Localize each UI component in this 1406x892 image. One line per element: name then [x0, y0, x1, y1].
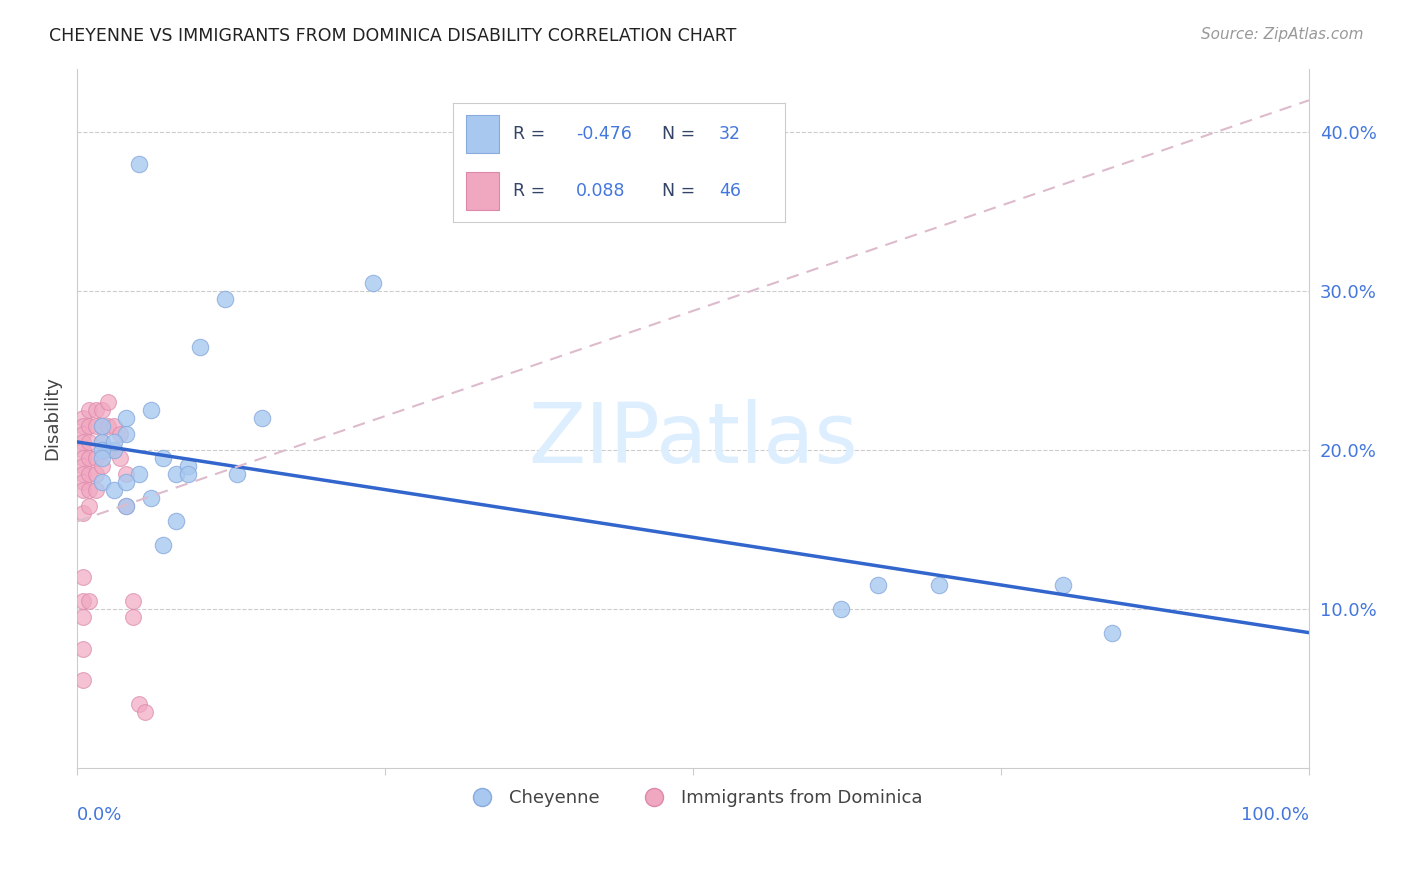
Point	[79, 483, 101, 497]
Point	[97, 442, 120, 457]
Point	[115, 499, 138, 513]
Point	[72, 475, 94, 489]
Point	[79, 403, 101, 417]
Point	[188, 340, 211, 354]
Point	[103, 442, 125, 457]
Point	[103, 434, 125, 449]
Point	[115, 411, 138, 425]
Point	[1052, 578, 1074, 592]
Point	[79, 434, 101, 449]
Point	[177, 467, 200, 481]
Point	[90, 434, 112, 449]
Point	[115, 427, 138, 442]
Point	[115, 467, 138, 481]
Point	[79, 419, 101, 434]
Point	[90, 450, 112, 465]
Point	[72, 450, 94, 465]
Point	[72, 483, 94, 497]
Point	[84, 403, 107, 417]
Point	[152, 538, 174, 552]
Point	[103, 442, 125, 457]
Point	[866, 578, 889, 592]
Point	[128, 697, 150, 711]
Point	[84, 419, 107, 434]
Point	[830, 602, 852, 616]
Point	[90, 442, 112, 457]
Y-axis label: Disability: Disability	[44, 376, 60, 460]
Point	[165, 467, 187, 481]
Point	[103, 419, 125, 434]
Point	[72, 467, 94, 481]
Point	[165, 515, 187, 529]
Point	[108, 450, 131, 465]
Point	[72, 594, 94, 608]
Point	[97, 419, 120, 434]
Point	[72, 442, 94, 457]
Point	[134, 705, 156, 719]
Point	[84, 483, 107, 497]
Point	[128, 467, 150, 481]
Point	[90, 419, 112, 434]
Point	[928, 578, 950, 592]
Point	[361, 276, 384, 290]
Point	[72, 609, 94, 624]
Point	[72, 570, 94, 584]
Point	[90, 475, 112, 489]
Point	[84, 450, 107, 465]
Point	[214, 292, 236, 306]
Point	[72, 419, 94, 434]
Point	[79, 450, 101, 465]
Point	[139, 491, 162, 505]
Point	[103, 483, 125, 497]
Text: ZIPatlas: ZIPatlas	[529, 399, 858, 480]
Point	[1101, 625, 1123, 640]
Point	[108, 427, 131, 442]
Point	[90, 419, 112, 434]
Point	[72, 458, 94, 473]
Text: 0.0%: 0.0%	[77, 806, 122, 824]
Text: Source: ZipAtlas.com: Source: ZipAtlas.com	[1201, 27, 1364, 42]
Point	[72, 507, 94, 521]
Point	[79, 467, 101, 481]
Point	[250, 411, 273, 425]
Point	[226, 467, 249, 481]
Point	[72, 427, 94, 442]
Text: 100.0%: 100.0%	[1241, 806, 1309, 824]
Point	[139, 403, 162, 417]
Point	[84, 467, 107, 481]
Point	[121, 594, 143, 608]
Point	[97, 395, 120, 409]
Point	[115, 475, 138, 489]
Point	[72, 641, 94, 656]
Point	[79, 499, 101, 513]
Point	[177, 458, 200, 473]
Point	[90, 458, 112, 473]
Point	[115, 499, 138, 513]
Point	[90, 403, 112, 417]
Point	[121, 609, 143, 624]
Point	[72, 411, 94, 425]
Point	[90, 434, 112, 449]
Point	[152, 450, 174, 465]
Text: CHEYENNE VS IMMIGRANTS FROM DOMINICA DISABILITY CORRELATION CHART: CHEYENNE VS IMMIGRANTS FROM DOMINICA DIS…	[49, 27, 737, 45]
Point	[128, 157, 150, 171]
Point	[79, 594, 101, 608]
Legend: Cheyenne, Immigrants from Dominica: Cheyenne, Immigrants from Dominica	[457, 782, 929, 814]
Point	[72, 434, 94, 449]
Point	[72, 673, 94, 688]
